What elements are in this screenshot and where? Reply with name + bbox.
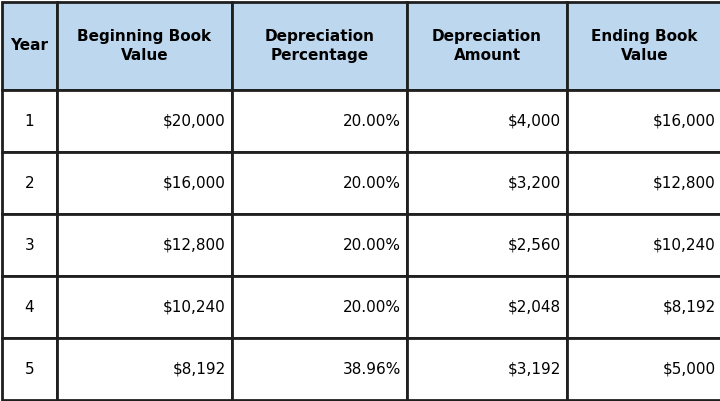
Bar <box>407 90 567 152</box>
Bar <box>2 214 57 276</box>
Text: $4,000: $4,000 <box>508 113 561 128</box>
Text: $2,048: $2,048 <box>508 300 561 314</box>
Bar <box>567 214 720 276</box>
Text: $5,000: $5,000 <box>663 361 716 377</box>
Text: $10,240: $10,240 <box>163 300 226 314</box>
Text: 5: 5 <box>24 361 35 377</box>
Bar <box>57 338 232 400</box>
Bar <box>407 276 567 338</box>
Bar <box>57 276 232 338</box>
Bar <box>57 152 232 214</box>
Bar <box>232 152 407 214</box>
Text: 20.00%: 20.00% <box>343 237 401 253</box>
Text: 3: 3 <box>24 237 35 253</box>
Bar <box>57 2 232 90</box>
Bar <box>407 152 567 214</box>
Text: 20.00%: 20.00% <box>343 300 401 314</box>
Text: 4: 4 <box>24 300 35 314</box>
Text: $16,000: $16,000 <box>163 176 226 190</box>
Bar <box>567 2 720 90</box>
Text: 38.96%: 38.96% <box>343 361 401 377</box>
Bar <box>567 90 720 152</box>
Text: $16,000: $16,000 <box>653 113 716 128</box>
Bar <box>567 152 720 214</box>
Bar <box>567 338 720 400</box>
Text: 1: 1 <box>24 113 35 128</box>
Text: $12,800: $12,800 <box>653 176 716 190</box>
Text: Ending Book
Value: Ending Book Value <box>591 28 698 63</box>
Bar <box>232 90 407 152</box>
Text: 20.00%: 20.00% <box>343 113 401 128</box>
Text: $2,560: $2,560 <box>508 237 561 253</box>
Bar <box>2 2 57 90</box>
Text: $8,192: $8,192 <box>173 361 226 377</box>
Bar <box>57 214 232 276</box>
Bar <box>232 338 407 400</box>
Text: $3,200: $3,200 <box>508 176 561 190</box>
Bar <box>2 90 57 152</box>
Bar <box>232 276 407 338</box>
Bar <box>232 214 407 276</box>
Bar <box>407 214 567 276</box>
Text: 2: 2 <box>24 176 35 190</box>
Bar <box>232 2 407 90</box>
Text: $20,000: $20,000 <box>163 113 226 128</box>
Bar <box>2 276 57 338</box>
Text: $10,240: $10,240 <box>653 237 716 253</box>
Text: 20.00%: 20.00% <box>343 176 401 190</box>
Bar <box>407 2 567 90</box>
Text: $8,192: $8,192 <box>662 300 716 314</box>
Bar <box>2 338 57 400</box>
Bar <box>567 276 720 338</box>
Bar <box>57 90 232 152</box>
Bar <box>407 338 567 400</box>
Text: Depreciation
Percentage: Depreciation Percentage <box>264 28 374 63</box>
Text: Year: Year <box>11 38 48 53</box>
Text: $12,800: $12,800 <box>163 237 226 253</box>
Bar <box>2 152 57 214</box>
Text: $3,192: $3,192 <box>508 361 561 377</box>
Text: Beginning Book
Value: Beginning Book Value <box>78 28 212 63</box>
Text: Depreciation
Amount: Depreciation Amount <box>432 28 542 63</box>
